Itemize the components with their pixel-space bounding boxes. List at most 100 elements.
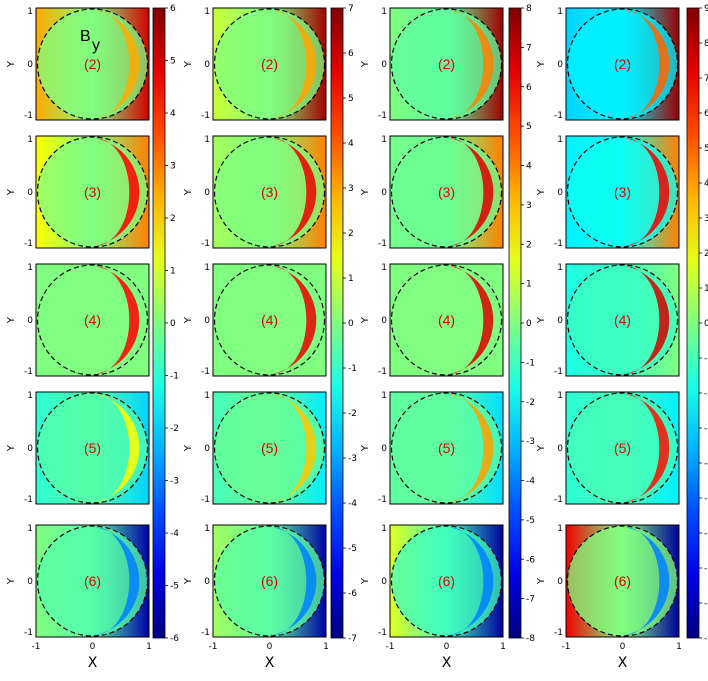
y-tick-label: -1 bbox=[201, 367, 210, 377]
rim-crescent bbox=[449, 266, 494, 374]
x-axis-label: X bbox=[265, 655, 275, 671]
y-axis-label: Y bbox=[360, 577, 371, 585]
panel-label: (6) bbox=[261, 573, 278, 589]
y-axis-label: Y bbox=[360, 316, 371, 324]
colorbar-tick-label: 3 bbox=[348, 184, 354, 194]
panel-4-5: (5) -1 0 1 Y bbox=[536, 391, 680, 505]
y-tick-label: 1 bbox=[381, 7, 387, 17]
panel-label: (4) bbox=[614, 312, 631, 328]
y-axis-label: Y bbox=[536, 60, 547, 68]
colorbar-tick-label: -6 bbox=[704, 529, 708, 539]
panel-frame bbox=[35, 391, 150, 505]
inner-disk bbox=[567, 393, 678, 503]
colorbar-tick-label: 3 bbox=[170, 162, 176, 172]
y-axis-label: Y bbox=[360, 60, 371, 68]
x-tick-label: 1 bbox=[500, 642, 506, 652]
colorbar-tick-label: -7 bbox=[526, 595, 535, 605]
inner-disk bbox=[567, 9, 678, 119]
y-tick-label: 0 bbox=[557, 444, 563, 454]
inner-disk bbox=[391, 393, 502, 503]
panel-frame bbox=[389, 7, 504, 121]
colorbar-tick-label: -2 bbox=[170, 424, 179, 434]
panel-label: (4) bbox=[84, 312, 101, 328]
y-tick-label: -1 bbox=[24, 628, 33, 638]
x-tick-label: 0 bbox=[444, 642, 450, 652]
panel-label: (6) bbox=[84, 573, 101, 589]
colorbar-tick-label: -7 bbox=[704, 564, 708, 574]
y-tick-label: -1 bbox=[378, 239, 387, 249]
colorbar-tick-label: 2 bbox=[348, 229, 354, 239]
panel-label: (6) bbox=[614, 573, 631, 589]
x-tick-label: 0 bbox=[620, 642, 626, 652]
y-tick-label: -1 bbox=[201, 239, 210, 249]
field-symbol-subscript: y bbox=[92, 37, 100, 54]
rim-crescent bbox=[95, 138, 140, 246]
y-tick-label: 1 bbox=[204, 263, 210, 273]
boundary-circle bbox=[36, 8, 149, 120]
colorbar-tick-label: 0 bbox=[348, 319, 354, 329]
rim-crescent bbox=[625, 394, 670, 502]
colorbar-tick-label: -4 bbox=[170, 529, 179, 539]
panel-frame bbox=[389, 524, 504, 638]
boundary-circle bbox=[390, 136, 503, 248]
panel-1-2: (2) -1 0 1 Y By bbox=[6, 7, 150, 121]
colorbar-tick-label: -5 bbox=[704, 494, 708, 504]
y-tick-label: 1 bbox=[27, 135, 33, 145]
inner-disk bbox=[391, 265, 502, 375]
boundary-circle bbox=[566, 136, 679, 248]
panel-frame bbox=[35, 263, 150, 377]
colorbar-tick-label: 1 bbox=[348, 274, 354, 284]
panel-frame bbox=[389, 135, 504, 249]
rim-crescent bbox=[449, 10, 494, 118]
inner-disk bbox=[567, 526, 678, 636]
rim-crescent bbox=[625, 266, 670, 374]
panel-label: (6) bbox=[438, 573, 455, 589]
boundary-circle bbox=[390, 264, 503, 376]
y-axis-label: Y bbox=[536, 316, 547, 324]
boundary-circle bbox=[213, 264, 326, 376]
colorbar-tick-label: -3 bbox=[348, 454, 357, 464]
panel-frame bbox=[212, 263, 327, 377]
boundary-circle bbox=[390, 8, 503, 120]
colorbar-tick-label: -3 bbox=[170, 477, 179, 487]
panel-frame bbox=[565, 7, 680, 121]
boundary-circle bbox=[36, 392, 149, 504]
y-tick-label: 0 bbox=[27, 577, 33, 587]
y-tick-label: -1 bbox=[24, 111, 33, 121]
panel-label: (2) bbox=[261, 56, 278, 72]
x-tick-label: -1 bbox=[209, 642, 218, 652]
inner-disk bbox=[214, 526, 325, 636]
y-tick-label: -1 bbox=[554, 239, 563, 249]
rim-crescent bbox=[449, 394, 494, 502]
colorbar-tick-label: 7 bbox=[348, 4, 354, 14]
y-axis-label: Y bbox=[360, 188, 371, 196]
colorbar-1: -6 -5 -4 -3 -2 -1 0 1 2 3 4 5 6 bbox=[152, 4, 179, 644]
colorbar-tick-label: 8 bbox=[704, 39, 708, 49]
colorbar-tick-label: 2 bbox=[704, 249, 708, 259]
y-tick-label: 0 bbox=[204, 60, 210, 70]
y-tick-label: 1 bbox=[27, 524, 33, 534]
inner-disk bbox=[391, 9, 502, 119]
colorbar-tick-label: -4 bbox=[526, 477, 535, 487]
y-tick-label: 1 bbox=[557, 135, 563, 145]
colorbar-tick-label: 3 bbox=[526, 201, 532, 211]
panel-label: (2) bbox=[84, 56, 101, 72]
y-tick-label: 1 bbox=[381, 135, 387, 145]
boundary-circle bbox=[566, 525, 679, 637]
rim-crescent bbox=[272, 138, 317, 246]
rim-crescent bbox=[449, 527, 494, 635]
colorbar-tick-label: -5 bbox=[526, 516, 535, 526]
y-tick-label: -1 bbox=[378, 628, 387, 638]
inner-disk bbox=[214, 137, 325, 247]
inner-disk bbox=[567, 265, 678, 375]
colorbar-tick-label: -2 bbox=[704, 389, 708, 399]
colorbar-tick-label: 1 bbox=[526, 280, 532, 290]
panel-2-2: (2) -1 0 1 Y bbox=[183, 7, 327, 121]
y-tick-label: 1 bbox=[204, 524, 210, 534]
colorbar-tick-label: 1 bbox=[704, 284, 708, 294]
y-axis-label: Y bbox=[6, 188, 17, 196]
colorbar-scale bbox=[152, 7, 166, 639]
panel-label: (5) bbox=[614, 440, 631, 456]
y-tick-label: 1 bbox=[381, 391, 387, 401]
panel-3-6: (6) -1 0 1 Y -1 0 1 bbox=[360, 524, 506, 652]
